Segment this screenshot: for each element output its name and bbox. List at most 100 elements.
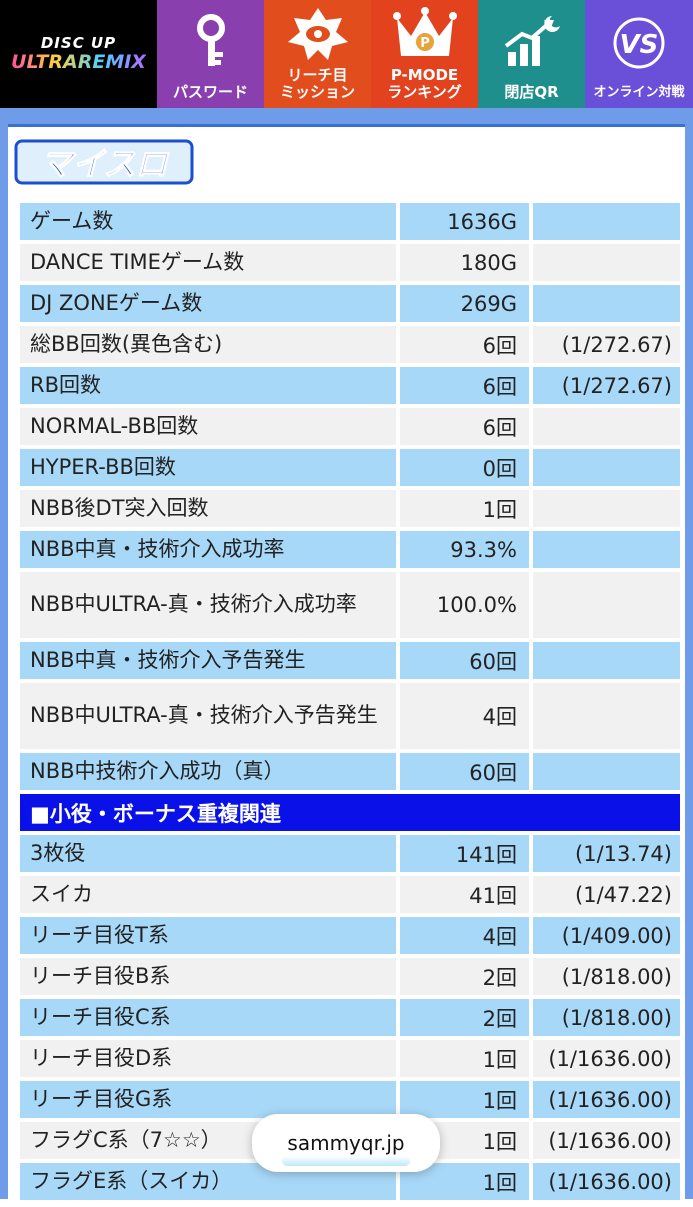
table-row: リーチ目役B系 2回 (1/818.00)	[20, 958, 680, 995]
content-frame: マイスロ ゲーム数 1636G DANCE TIMEゲーム数 180G DJ ZONEゲ…	[0, 108, 693, 1207]
cell-ratio	[533, 203, 680, 240]
cell-ratio: (1/13.74)	[533, 835, 680, 872]
nav-reach-mission-label: リーチ目 ミッション	[279, 66, 355, 101]
cell-ratio	[533, 683, 680, 749]
nav-pmode-ranking-button[interactable]: P P-MODE ランキング	[371, 0, 478, 108]
table-row: スイカ 41回 (1/47.22)	[20, 876, 680, 913]
cell-label: NORMAL-BB回数	[20, 408, 396, 445]
cell-value: 6回	[400, 367, 529, 404]
url-loading-bar	[282, 1156, 410, 1166]
cell-ratio	[533, 531, 680, 568]
cell-label: リーチ目役B系	[20, 958, 396, 995]
cell-ratio	[533, 753, 680, 790]
table-row: リーチ目役G系 1回 (1/1636.00)	[20, 1081, 680, 1118]
cell-label: NBB後DT突入回数	[20, 490, 396, 527]
table-row: RB回数 6回 (1/272.67)	[20, 367, 680, 404]
cell-ratio: (1/1636.00)	[533, 1081, 680, 1118]
cell-value: 180G	[400, 244, 529, 281]
cell-ratio: (1/409.00)	[533, 917, 680, 954]
cell-ratio	[533, 449, 680, 486]
nav-password-button[interactable]: パスワード	[157, 0, 264, 108]
table-row: フラグE系（スイカ） 1回 (1/1636.00)	[20, 1163, 680, 1200]
nav-closing-qr-button[interactable]: 閉店QR	[478, 0, 585, 108]
cell-label: 総BB回数(異色含む)	[20, 326, 396, 363]
cell-label: スイカ	[20, 876, 396, 913]
nav-online-battle-button[interactable]: VS オンライン対戦	[585, 0, 693, 108]
table-row: NBB中ULTRA-真・技術介入予告発生 4回	[20, 683, 680, 749]
cell-value: 1回	[400, 490, 529, 527]
cell-value: 4回	[400, 683, 529, 749]
cell-ratio	[533, 642, 680, 679]
cell-value: 1636G	[400, 203, 529, 240]
table-row: NBB中真・技術介入成功率 93.3%	[20, 531, 680, 568]
rising-chart-moon-icon	[478, 0, 585, 84]
stats-table: ゲーム数 1636G DANCE TIMEゲーム数 180G DJ ZONEゲーム数 26…	[20, 203, 680, 1204]
table-row: リーチ目役D系 1回 (1/1636.00)	[20, 1040, 680, 1077]
cell-value: 269G	[400, 285, 529, 322]
cell-ratio: (1/1636.00)	[533, 1122, 680, 1159]
app-logo[interactable]: DISC UP ULTRAREMIX	[0, 0, 157, 108]
cell-value: 6回	[400, 408, 529, 445]
table-row: リーチ目役T系 4回 (1/409.00)	[20, 917, 680, 954]
table-row: リーチ目役C系 2回 (1/818.00)	[20, 999, 680, 1036]
cell-ratio: (1/818.00)	[533, 958, 680, 995]
nav-password-label: パスワード	[172, 82, 248, 101]
cell-label: NBB中ULTRA-真・技術介入予告発生	[20, 683, 396, 749]
cell-value: 2回	[400, 999, 529, 1036]
table-row: NBB後DT突入回数 1回	[20, 490, 680, 527]
online-vs-icon: VS	[585, 0, 693, 86]
cell-value: 60回	[400, 753, 529, 790]
cell-value: 141回	[400, 835, 529, 872]
cell-value: 6回	[400, 326, 529, 363]
cell-value: 0回	[400, 449, 529, 486]
cell-ratio	[533, 572, 680, 638]
cell-value: 93.3%	[400, 531, 529, 568]
cell-value: 1回	[400, 1081, 529, 1118]
cell-ratio	[533, 285, 680, 322]
cell-label: リーチ目役T系	[20, 917, 396, 954]
table-row: ゲーム数 1636G	[20, 203, 680, 240]
cell-label: NBB中真・技術介入成功率	[20, 531, 396, 568]
table-row: 3枚役 141回 (1/13.74)	[20, 835, 680, 872]
top-navigation: DISC UP ULTRAREMIX パスワード リーチ目 ミッション P P-…	[0, 0, 693, 108]
cell-label: リーチ目役C系	[20, 999, 396, 1036]
cell-value: 1回	[400, 1040, 529, 1077]
cell-value: 41回	[400, 876, 529, 913]
cell-ratio	[533, 244, 680, 281]
cell-label: リーチ目役D系	[20, 1040, 396, 1077]
url-text: sammyqr.jp	[287, 1131, 405, 1155]
cell-value: 100.0%	[400, 572, 529, 638]
logo-line-2: ULTRAREMIX	[11, 51, 146, 73]
cell-label: HYPER-BB回数	[20, 449, 396, 486]
cell-label: NBB中真・技術介入予告発生	[20, 642, 396, 679]
section-header-koyaku: ■小役・ボーナス重複関連	[20, 794, 680, 831]
nav-online-battle-label: オンライン対戦	[593, 84, 685, 100]
myslo-panel[interactable]: マイスロ ゲーム数 1636G DANCE TIMEゲーム数 180G DJ ZONEゲ…	[8, 124, 685, 1207]
browser-url-bar[interactable]: sammyqr.jp	[252, 1114, 440, 1172]
table-row: NBB中技術介入成功（真） 60回	[20, 753, 680, 790]
cell-label: NBB中技術介入成功（真）	[20, 753, 396, 790]
cell-ratio	[533, 408, 680, 445]
table-row: DANCE TIMEゲーム数 180G	[20, 244, 680, 281]
logo-line-1: DISC UP	[40, 34, 117, 52]
crown-icon: P	[371, 0, 478, 67]
table-row: NBB中真・技術介入予告発生 60回	[20, 642, 680, 679]
cell-ratio: (1/272.67)	[533, 326, 680, 363]
myslo-title-logo: マイスロ	[14, 139, 194, 185]
cell-ratio: (1/47.22)	[533, 876, 680, 913]
table-row: HYPER-BB回数 0回	[20, 449, 680, 486]
key-icon	[157, 0, 264, 84]
cell-label: ゲーム数	[20, 203, 396, 240]
cell-value: 2回	[400, 958, 529, 995]
cell-value: 60回	[400, 642, 529, 679]
cell-label: リーチ目役G系	[20, 1081, 396, 1118]
table-row: DJ ZONEゲーム数 269G	[20, 285, 680, 322]
nav-closing-qr-label: 閉店QR	[504, 82, 559, 101]
cell-ratio: (1/272.67)	[533, 367, 680, 404]
table-row: 総BB回数(異色含む) 6回 (1/272.67)	[20, 326, 680, 363]
cell-ratio: (1/818.00)	[533, 999, 680, 1036]
nav-reach-mission-button[interactable]: リーチ目 ミッション	[264, 0, 371, 108]
cell-ratio: (1/1636.00)	[533, 1163, 680, 1200]
table-row: NBB中ULTRA-真・技術介入成功率 100.0%	[20, 572, 680, 638]
svg-text:P: P	[420, 36, 430, 51]
